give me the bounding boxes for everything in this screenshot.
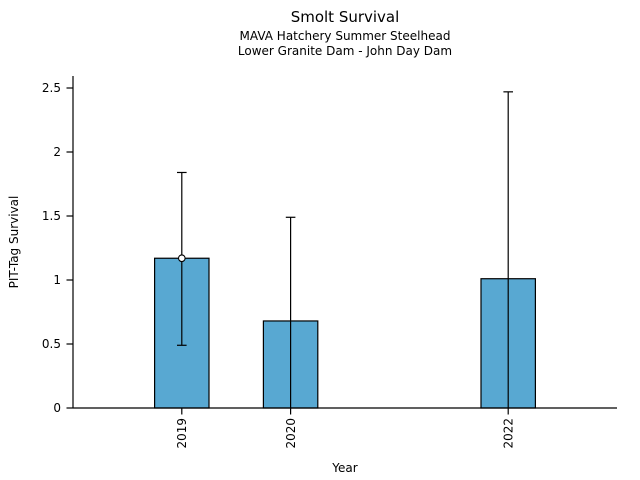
x-tick-label: 2019 <box>175 418 189 449</box>
x-axis-label: Year <box>332 461 358 475</box>
x-tick-label: 2020 <box>284 418 298 449</box>
y-tick-label: 1 <box>53 273 61 287</box>
y-tick-label: 0.5 <box>42 337 61 351</box>
point-marker <box>177 254 186 263</box>
chart-subtitle-line1: MAVA Hatchery Summer Steelhead <box>239 29 451 43</box>
chart-title: Smolt Survival <box>290 8 400 26</box>
y-tick-label: 0 <box>53 401 61 415</box>
y-tick-label: 2.5 <box>42 81 61 95</box>
y-tick-label: 1.5 <box>42 209 61 223</box>
chart-subtitle-line2: Lower Granite Dam - John Day Dam <box>237 44 453 58</box>
x-tick-label: 2022 <box>501 418 515 449</box>
y-tick-label: 2 <box>53 145 61 159</box>
